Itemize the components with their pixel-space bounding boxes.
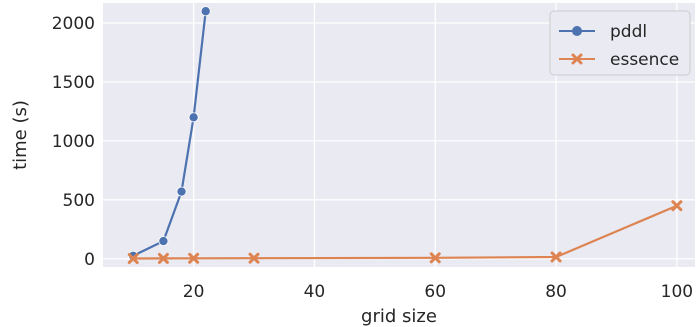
x-axis-label: grid size <box>361 306 437 327</box>
y-axis-label: time (s) <box>10 100 31 170</box>
y-tick-label: 500 <box>63 191 95 211</box>
legend: pddl essence <box>550 11 690 75</box>
legend-label-essence: essence <box>610 50 679 70</box>
y-tick-label: 1500 <box>52 73 95 93</box>
x-tick-label: 80 <box>545 282 567 302</box>
data-point-pddl <box>159 236 168 245</box>
y-tick-label: 2000 <box>52 14 95 34</box>
x-tick-label: 40 <box>304 282 326 302</box>
x-tick-label: 60 <box>424 282 446 302</box>
y-tick-label: 0 <box>84 250 95 270</box>
legend-marker-pddl <box>572 26 582 36</box>
data-point-pddl <box>201 7 210 16</box>
legend-label-pddl: pddl <box>610 22 647 42</box>
data-point-pddl <box>177 187 186 196</box>
x-tick-label: 20 <box>183 282 205 302</box>
data-point-pddl <box>189 113 198 122</box>
y-tick-label: 1000 <box>52 132 95 152</box>
x-tick-label: 100 <box>661 282 693 302</box>
